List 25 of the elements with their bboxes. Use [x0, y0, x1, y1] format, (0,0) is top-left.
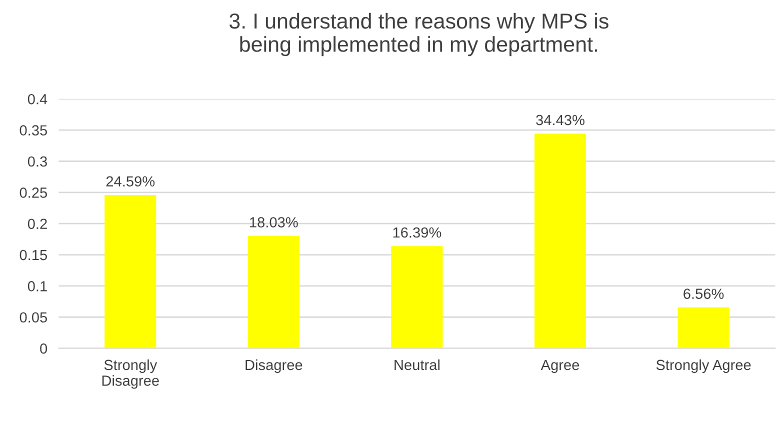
data-label: 18.03%	[250, 217, 298, 228]
bar	[104, 194, 156, 348]
y-tick-label: 0.3	[28, 156, 47, 167]
x-tick-label: Strongly Disagree	[102, 359, 159, 389]
y-tick-label: 0	[40, 343, 48, 354]
y-tick-label: 0.35	[20, 125, 48, 136]
data-label: 24.59%	[106, 176, 155, 187]
x-tick-label: Strongly Agree	[656, 359, 751, 374]
y-tick-label: 0.05	[20, 312, 48, 323]
bar	[248, 236, 300, 348]
bar	[678, 307, 730, 348]
y-tick-label: 0.15	[20, 250, 48, 260]
y-tick-label: 0.1	[28, 281, 47, 292]
data-label: 6.56%	[684, 288, 724, 299]
x-tick-label: Agree	[540, 360, 580, 374]
data-label: 16.39%	[393, 227, 442, 238]
y-tick-label: 0.2	[28, 218, 47, 230]
chart-title: 3. I understand the reasons why MPS is being implemented in my department.	[229, 12, 608, 56]
x-tick-label: Disagree	[246, 359, 302, 374]
x-tick-label: Neutral	[394, 359, 440, 370]
bar	[391, 246, 443, 348]
y-tick-label: 0.25	[20, 188, 48, 198]
y-tick-label: 0.4	[28, 94, 48, 104]
data-label: 34.43%	[536, 114, 584, 126]
bar	[534, 134, 586, 348]
